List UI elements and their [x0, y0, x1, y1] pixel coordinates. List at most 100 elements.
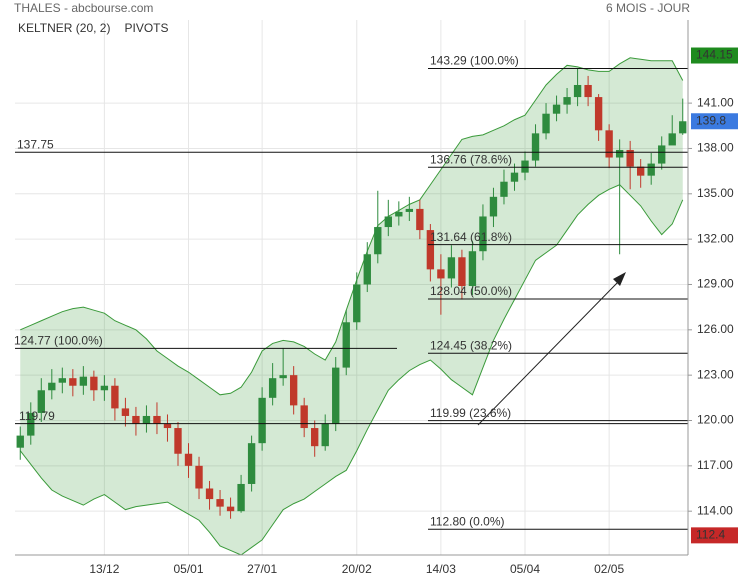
- candle-body: [353, 284, 361, 323]
- candle-body: [289, 375, 298, 406]
- candle-body: [174, 428, 182, 454]
- candle-body: [626, 149, 634, 167]
- arrow-head: [613, 272, 626, 286]
- pivot-label: 131.64 (61.8%): [430, 230, 512, 244]
- pivot-label: 119.99 (23.6%): [430, 406, 511, 420]
- candle-body: [247, 443, 256, 484]
- axes: 114.00 117.00 120.00 123.00 126.00 129.00 132.…: [89, 47, 738, 576]
- candle-body: [468, 251, 477, 286]
- candle-body: [342, 322, 350, 368]
- candle-body: [237, 483, 245, 512]
- price-badge: [691, 527, 738, 544]
- x-tick-label: 20/02: [342, 562, 372, 576]
- y-tick-label: 117.00: [697, 458, 733, 472]
- candle-body: [658, 145, 666, 164]
- legend: KELTNER (20, 2) PIVOTS: [18, 21, 169, 35]
- pivot-label: 124.45 (38.2%): [430, 338, 512, 352]
- period-label: 6 MOIS - JOUR: [606, 1, 690, 15]
- candle-body: [300, 405, 308, 429]
- x-tick-label: 05/04: [510, 562, 540, 576]
- candle-body: [195, 465, 203, 489]
- candle-body: [584, 84, 592, 98]
- pivot-label: 137.75: [17, 137, 54, 151]
- candle-body: [510, 172, 519, 182]
- y-tick-label: 126.00: [697, 322, 734, 336]
- pivot-label: 119.79: [19, 409, 55, 423]
- candle-body: [479, 216, 487, 252]
- candle-body: [437, 269, 445, 279]
- candle-body: [90, 376, 98, 391]
- candle-body: [447, 257, 456, 279]
- candle-body: [142, 415, 151, 424]
- arrow-line: [477, 279, 621, 426]
- x-tick-label: 27/01: [247, 562, 277, 576]
- candle-body: [426, 230, 435, 270]
- candle-body: [163, 423, 172, 429]
- y-tick-label: 120.00: [697, 413, 734, 427]
- candle-body: [111, 385, 119, 409]
- arrow: [477, 272, 626, 426]
- chart-title: THALES - abcbourse.com: [14, 1, 153, 15]
- y-tick-label: 141.00: [697, 95, 734, 109]
- pivot-label: 128.04 (50.0%): [430, 284, 512, 298]
- candle-body: [363, 254, 371, 285]
- candle-body: [216, 499, 224, 507]
- price-badge-label: 112.4: [696, 528, 725, 542]
- candle-body: [16, 435, 24, 448]
- band-fill: [20, 57, 683, 555]
- candle-body: [332, 367, 340, 424]
- candle-body: [615, 149, 624, 158]
- legend-entry: KELTNER (20, 2): [18, 21, 110, 35]
- candle-body: [153, 415, 161, 424]
- candle-body: [27, 412, 35, 436]
- candle-body: [594, 97, 603, 131]
- price-badge: [691, 113, 738, 130]
- pivot-label: 143.29 (100.0%): [430, 54, 519, 68]
- candle-body: [311, 428, 319, 447]
- y-tick-label: 135.00: [697, 186, 734, 200]
- candle-body: [605, 130, 613, 158]
- price-badge: [691, 47, 738, 64]
- candle-body: [69, 378, 77, 386]
- candle-body: [48, 382, 56, 391]
- pivot-label: 136.76 (78.6%): [430, 152, 512, 166]
- candle-body: [374, 227, 382, 255]
- candle-body: [100, 385, 109, 391]
- candle-body: [184, 453, 193, 466]
- y-tick-label: 132.00: [697, 231, 734, 245]
- candle-body: [458, 257, 466, 286]
- x-tick-label: 05/01: [173, 562, 203, 576]
- legend-entry: PIVOTS: [124, 21, 168, 35]
- candle-body: [79, 376, 88, 386]
- candle-body: [395, 211, 403, 217]
- candle-body: [521, 160, 529, 173]
- keltner-band: [19, 57, 684, 555]
- candle-body: [384, 216, 392, 228]
- pivot-label: 112.80 (0.0%): [430, 514, 505, 528]
- candle-body: [321, 423, 329, 447]
- candle-body: [258, 397, 266, 444]
- pivot-label: 124.77 (100.0%): [14, 334, 103, 348]
- candle-body: [416, 208, 424, 231]
- price-badge-label: 144.15: [696, 48, 733, 62]
- candle-body: [132, 415, 140, 424]
- candle-body: [489, 196, 498, 217]
- candle-body: [37, 390, 45, 413]
- x-tick-label: 14/03: [426, 562, 456, 576]
- y-tick-label: 138.00: [697, 141, 734, 155]
- candle-body: [58, 378, 67, 383]
- y-tick-label: 129.00: [697, 277, 734, 291]
- price-badge-label: 139.8: [696, 113, 726, 127]
- candle-body: [636, 166, 645, 176]
- candle-body: [205, 488, 214, 500]
- candle-body: [531, 133, 540, 161]
- candle-body: [500, 181, 508, 197]
- candle-body: [563, 97, 571, 105]
- x-tick-label: 13/12: [89, 562, 119, 576]
- candle-body: [647, 163, 655, 176]
- y-tick-label: 123.00: [697, 367, 734, 381]
- pivot-levels: 143.29 (100.0%) 137.75 136.76 (78.6%) 131.6…: [14, 54, 688, 530]
- y-tick-label: 114.00: [697, 503, 733, 517]
